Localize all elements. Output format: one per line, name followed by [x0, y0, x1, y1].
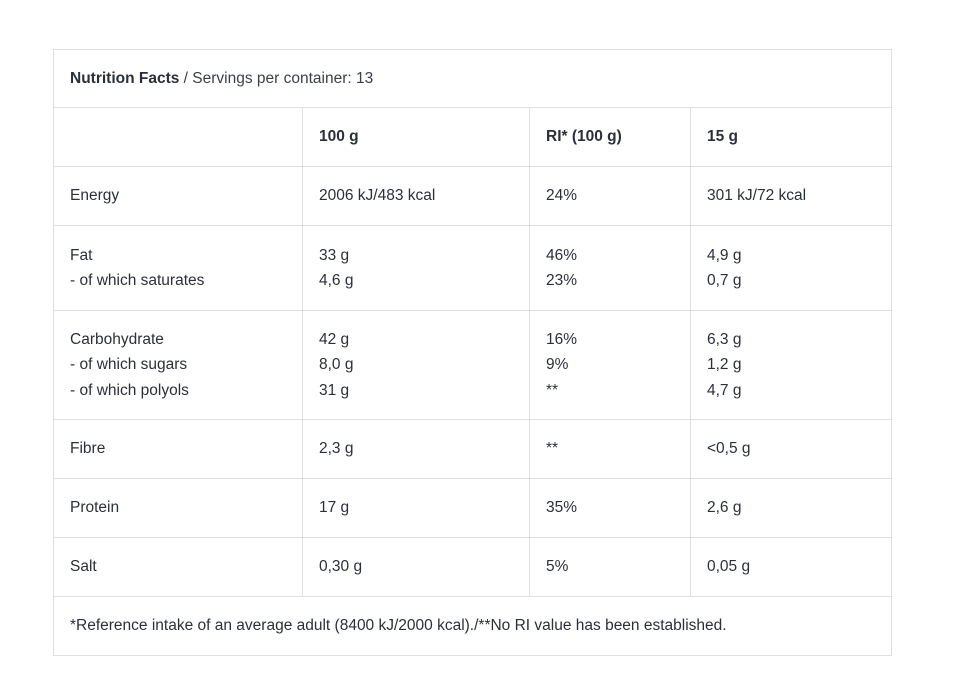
- nutrient-label: Energy: [70, 187, 120, 205]
- per15-cell: 2,6 g: [689, 478, 893, 538]
- per100-value: 17 g: [319, 499, 350, 517]
- footnote-row: *Reference intake of an average adult (8…: [52, 596, 893, 656]
- per100-cell: 2,3 g: [302, 419, 530, 479]
- table-title-strong: Nutrition Facts: [70, 69, 180, 87]
- per15-cell: 6,3 g 1,2 g 4,7 g: [689, 310, 893, 420]
- header-per-100g: 100 g: [302, 107, 530, 167]
- table-row: Salt 0,30 g 5% 0,05 g: [53, 537, 893, 597]
- ri-cell: 24%: [529, 166, 691, 226]
- ri-cell: 5%: [529, 537, 691, 597]
- per100-value: 33 g: [319, 246, 350, 264]
- per100-cell: 42 g 8,0 g 31 g: [302, 310, 530, 420]
- table-row: Energy 2006 kJ/483 kcal 24% 301 kJ/72 kc…: [53, 166, 893, 226]
- per15-value: 0,7 g: [707, 272, 742, 289]
- nutrient-label: - of which saturates: [70, 272, 205, 289]
- nutrient-cell: Energy: [53, 166, 303, 226]
- table-title-rest: / Servings per container: 13: [179, 69, 374, 87]
- ri-value: **: [546, 440, 559, 458]
- per15-value: 301 kJ/72 kcal: [707, 187, 807, 205]
- ri-value: 24%: [546, 187, 578, 205]
- per15-value: 1,2 g: [707, 356, 742, 374]
- per15-cell: 4,9 g 0,7 g: [689, 225, 893, 311]
- ri-value: **: [546, 381, 559, 399]
- ri-value: 46%: [546, 246, 578, 264]
- per15-value: <0,5 g: [707, 440, 751, 458]
- header-nutrient: [53, 107, 303, 167]
- per15-value: 2,6 g: [707, 499, 742, 517]
- header-ri: RI* (100 g): [529, 107, 691, 167]
- nutrient-label: Protein: [70, 499, 120, 517]
- table-row: Protein 17 g 35% 2,6 g: [53, 478, 893, 538]
- ri-cell: 46% 23%: [529, 225, 691, 311]
- ri-cell: 16% 9% **: [529, 310, 691, 420]
- table-row: Fibre 2,3 g ** <0,5 g: [53, 419, 893, 479]
- nutrient-label: Fat: [70, 246, 93, 264]
- nutrient-cell: Protein: [53, 478, 303, 538]
- per15-cell: 0,05 g: [689, 537, 893, 597]
- table-title: Nutrition Facts / Servings per container…: [52, 49, 893, 108]
- nutrient-cell: Salt: [53, 537, 303, 597]
- per15-value: 6,3 g: [707, 330, 742, 348]
- ri-value: 35%: [546, 499, 578, 517]
- ri-value: 16%: [546, 330, 578, 348]
- per15-value: 4,7 g: [707, 381, 742, 399]
- per100-cell: 17 g: [302, 478, 530, 538]
- per15-cell: <0,5 g: [689, 419, 893, 479]
- nutrient-cell: Fat - of which saturates: [53, 225, 303, 311]
- per100-cell: 2006 kJ/483 kcal: [302, 166, 530, 226]
- per100-cell: 33 g 4,6 g: [302, 225, 530, 311]
- ri-value: 23%: [546, 272, 578, 289]
- table-row: Fat - of which saturates 33 g 4,6 g 46% …: [53, 225, 893, 311]
- nutrient-label: Fibre: [70, 440, 106, 458]
- table-row: Carbohydrate - of which sugars - of whic…: [53, 310, 893, 420]
- header-per-15g: 15 g: [689, 107, 893, 167]
- nutrient-cell: Fibre: [53, 419, 303, 479]
- nutrient-label: Salt: [70, 558, 97, 576]
- ri-cell: **: [529, 419, 691, 479]
- nutrient-label: - of which polyols: [70, 381, 189, 399]
- ri-value: 9%: [546, 356, 569, 374]
- nutrient-label: - of which sugars: [70, 356, 188, 374]
- per100-value: 2,3 g: [319, 440, 354, 458]
- per100-value: 8,0 g: [319, 356, 354, 374]
- per100-value: 4,6 g: [319, 272, 354, 289]
- per15-value: 0,05 g: [707, 558, 751, 576]
- per15-value: 4,9 g: [707, 246, 742, 264]
- per100-value: 0,30 g: [319, 558, 363, 576]
- table-title-row: Nutrition Facts / Servings per container…: [52, 49, 893, 108]
- nutrient-label: Carbohydrate: [70, 330, 164, 348]
- ri-value: 5%: [546, 558, 569, 576]
- per100-value: 31 g: [319, 381, 350, 399]
- per100-cell: 0,30 g: [302, 537, 530, 597]
- ri-cell: 35%: [529, 478, 691, 538]
- nutrient-cell: Carbohydrate - of which sugars - of whic…: [53, 310, 303, 420]
- table-header-row: 100 g RI* (100 g) 15 g: [53, 107, 893, 167]
- per100-value: 42 g: [319, 330, 350, 348]
- footnote: *Reference intake of an average adult (8…: [52, 596, 893, 656]
- nutrition-facts-table: Nutrition Facts / Servings per container…: [52, 49, 893, 656]
- per15-cell: 301 kJ/72 kcal: [689, 166, 893, 226]
- per100-value: 2006 kJ/483 kcal: [319, 187, 436, 205]
